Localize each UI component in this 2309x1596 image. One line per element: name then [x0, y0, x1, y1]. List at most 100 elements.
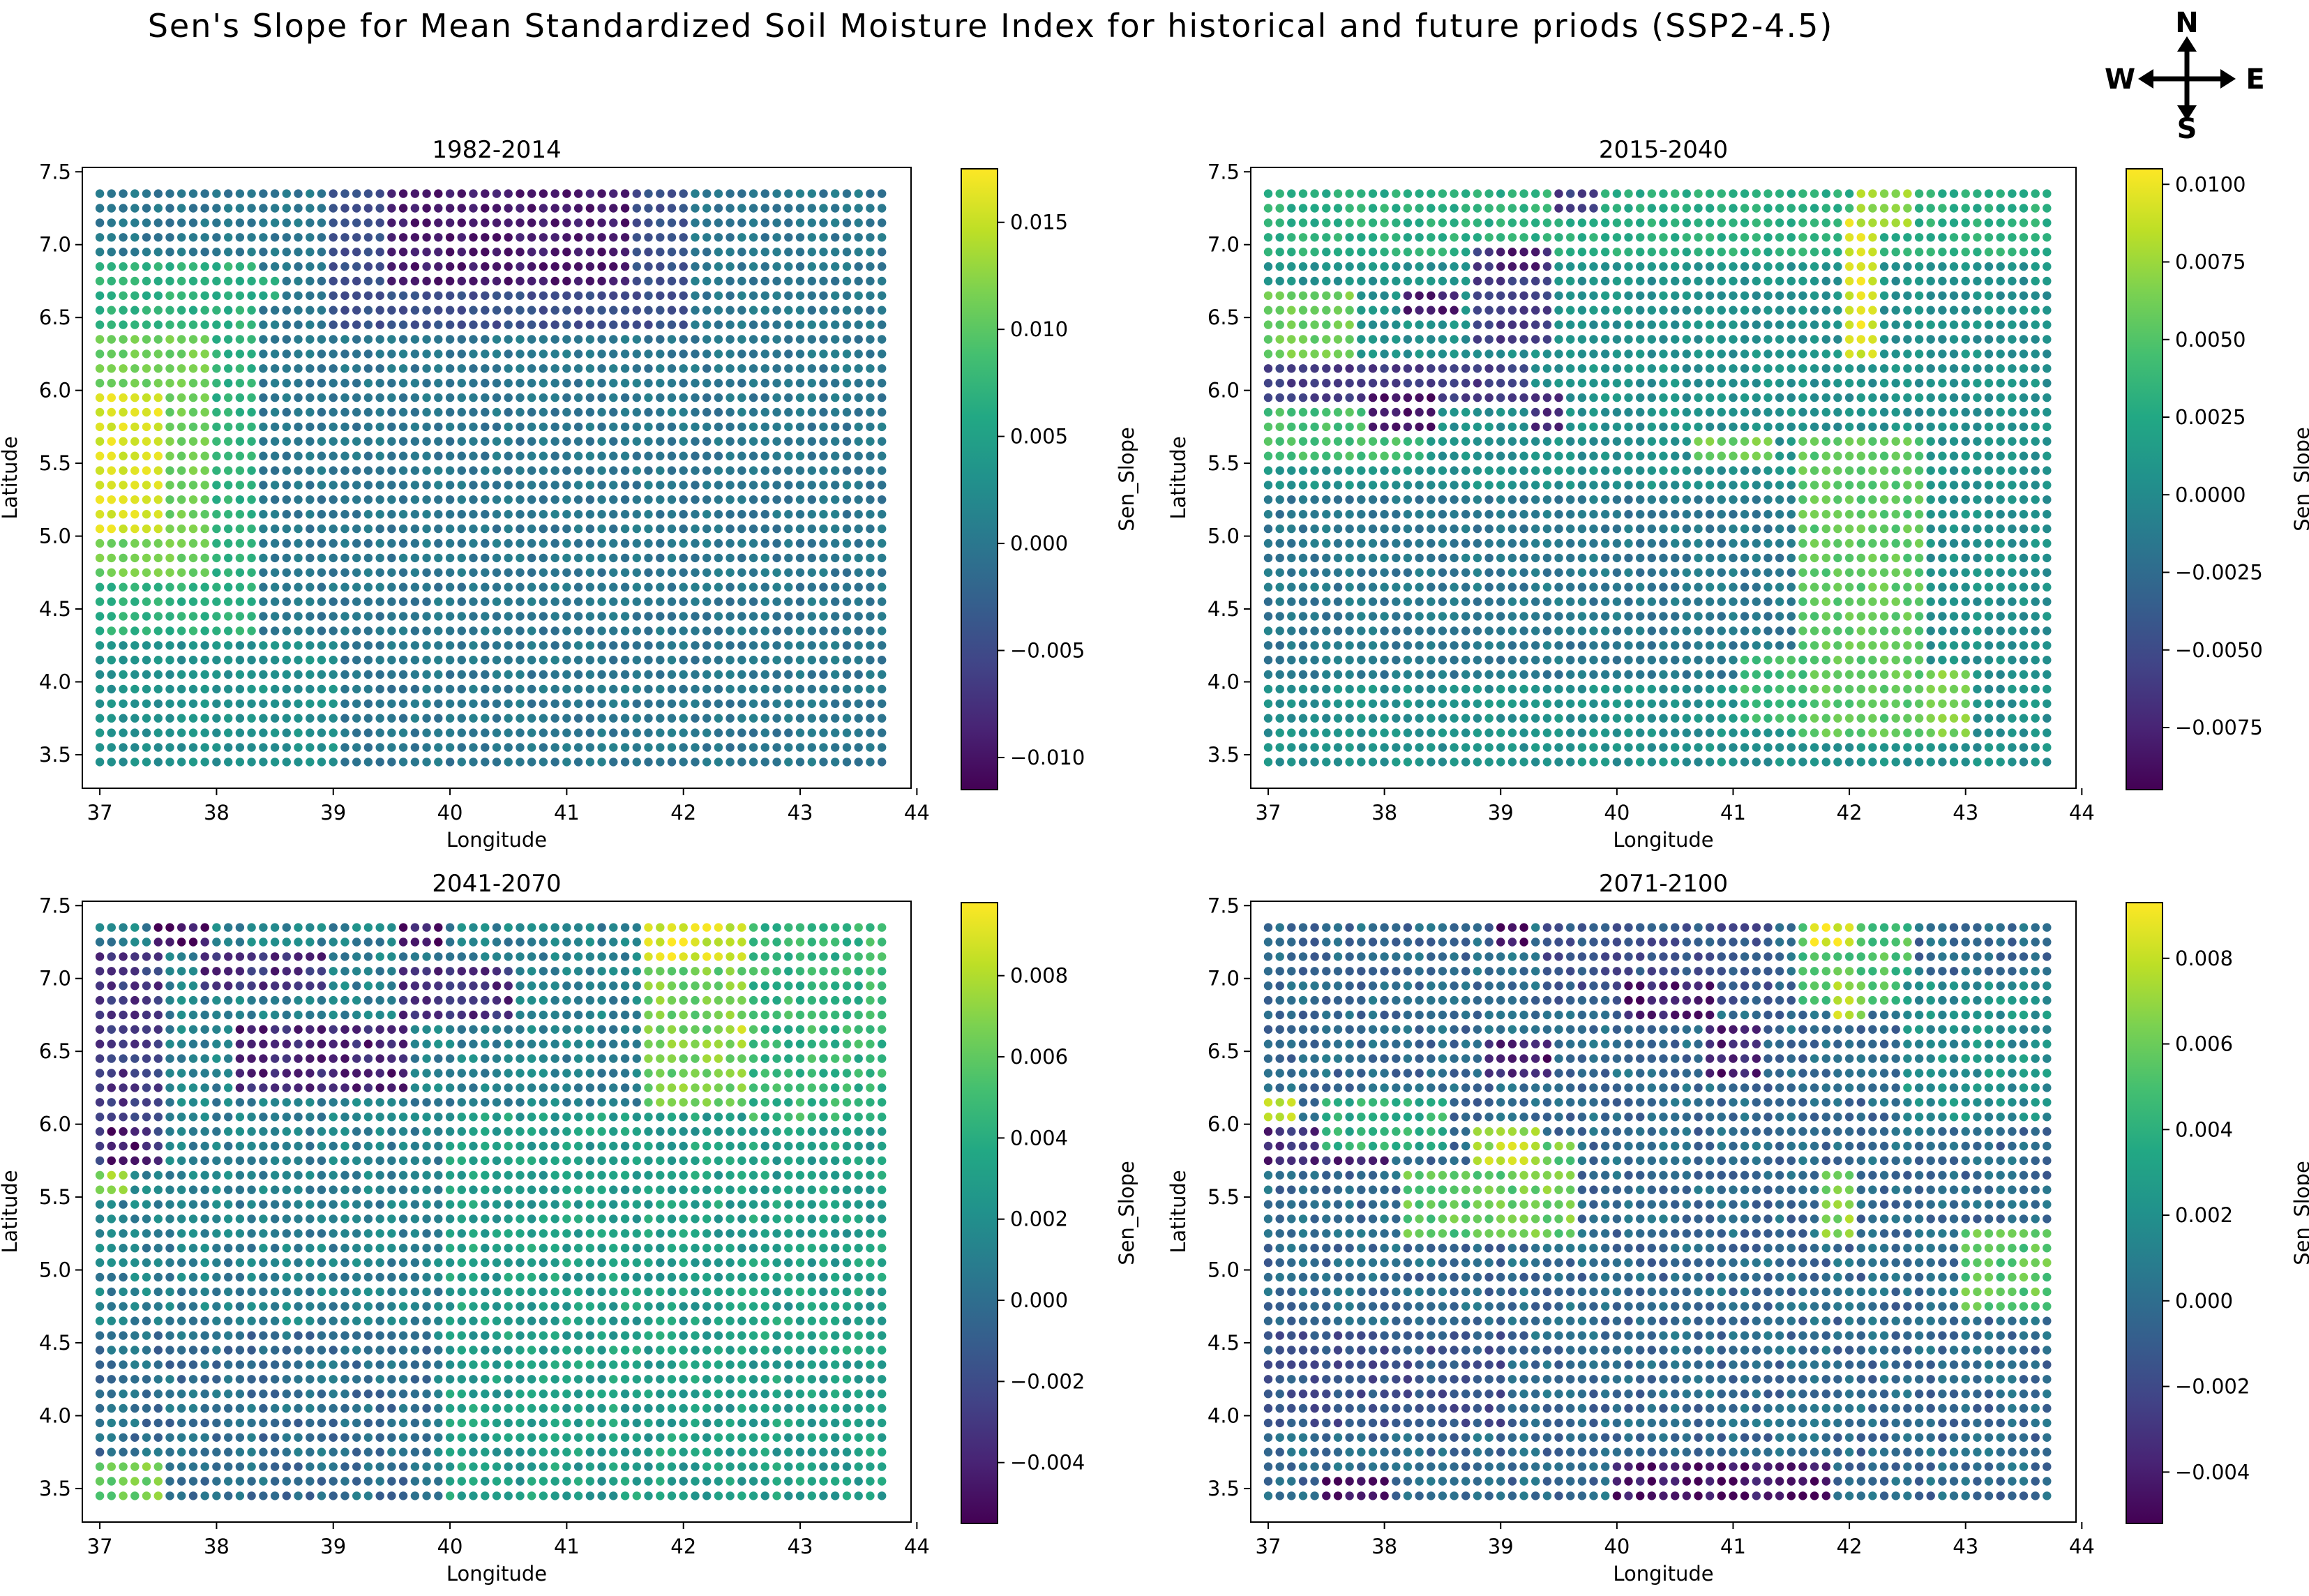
- data-point: [562, 641, 571, 650]
- data-point: [1926, 539, 1935, 548]
- data-point: [550, 684, 559, 694]
- data-point: [2043, 335, 2052, 344]
- data-point: [340, 510, 349, 519]
- data-point: [527, 364, 536, 373]
- data-point: [1298, 539, 1308, 548]
- data-point: [329, 524, 338, 534]
- data-point: [1333, 728, 1343, 737]
- data-point: [398, 364, 408, 373]
- data-point: [760, 335, 770, 344]
- data-point: [188, 364, 198, 373]
- data-point: [1322, 306, 1331, 315]
- data-point: [1914, 539, 1924, 548]
- data-point: [516, 306, 525, 315]
- data-point: [457, 612, 466, 621]
- data-point: [294, 728, 303, 737]
- data-point: [772, 291, 781, 300]
- data-point: [1484, 320, 1494, 329]
- data-point: [153, 714, 163, 723]
- data-point: [1392, 758, 1401, 767]
- data-point: [1310, 364, 1319, 373]
- data-point: [375, 728, 384, 737]
- data-point: [620, 306, 630, 315]
- data-point: [760, 641, 770, 650]
- data-point: [585, 437, 595, 446]
- data-point: [784, 437, 793, 446]
- data-point: [527, 728, 536, 737]
- data-point: [247, 335, 256, 344]
- data-point: [398, 582, 408, 592]
- data-point: [1775, 568, 1784, 577]
- data-point: [177, 218, 186, 227]
- data-point: [1671, 626, 1680, 635]
- data-point: [1996, 568, 2005, 577]
- data-point: [1636, 670, 1645, 679]
- data-point: [469, 495, 478, 504]
- data-point: [1287, 422, 1296, 432]
- data-point: [1263, 335, 1273, 344]
- data-point: [352, 582, 361, 592]
- data-point: [445, 728, 455, 737]
- data-point: [772, 379, 781, 388]
- data-point: [516, 276, 525, 286]
- data-point: [340, 306, 349, 315]
- data-point: [597, 407, 606, 417]
- data-point: [1392, 597, 1401, 606]
- data-point: [725, 582, 735, 592]
- data-point: [1740, 495, 1750, 504]
- data-point: [784, 656, 793, 665]
- data-point: [1554, 335, 1563, 344]
- data-point: [224, 422, 233, 432]
- data-point: [1263, 641, 1273, 650]
- data-point: [188, 758, 198, 767]
- data-point: [1427, 306, 1436, 315]
- data-point: [1856, 349, 1865, 359]
- data-point: [294, 626, 303, 635]
- data-point: [107, 379, 116, 388]
- data-point: [224, 495, 233, 504]
- data-point: [1392, 466, 1401, 475]
- data-point: [492, 262, 502, 271]
- data-point: [691, 218, 700, 227]
- data-point: [679, 466, 688, 475]
- data-point: [842, 597, 852, 606]
- data-point: [1287, 670, 1296, 679]
- data-point: [1682, 743, 1691, 752]
- data-point: [725, 641, 735, 650]
- data-point: [1879, 684, 1889, 694]
- data-point: [247, 276, 256, 286]
- data-point: [224, 437, 233, 446]
- data-point: [259, 670, 268, 679]
- data-point: [585, 233, 595, 242]
- data-point: [527, 422, 536, 432]
- data-point: [1507, 743, 1517, 752]
- data-point: [1740, 758, 1750, 767]
- data-point: [95, 582, 105, 592]
- data-point: [212, 684, 221, 694]
- data-point: [539, 262, 548, 271]
- data-point: [1612, 335, 1622, 344]
- data-point: [142, 349, 151, 359]
- data-point: [492, 597, 502, 606]
- data-point: [527, 335, 536, 344]
- data-point: [1392, 451, 1401, 460]
- data-point: [585, 684, 595, 694]
- data-point: [1868, 466, 1877, 475]
- data-point: [1844, 670, 1854, 679]
- data-point: [702, 451, 712, 460]
- data-point: [679, 758, 688, 767]
- data-point: [585, 626, 595, 635]
- data-point: [632, 670, 641, 679]
- data-point: [1612, 656, 1622, 665]
- data-point: [1438, 728, 1447, 737]
- data-point: [95, 481, 105, 490]
- data-point: [1787, 670, 1796, 679]
- data-point: [422, 407, 431, 417]
- data-point: [329, 422, 338, 432]
- data-point: [667, 539, 677, 548]
- data-point: [1891, 437, 1900, 446]
- data-point: [95, 553, 105, 563]
- data-point: [1891, 335, 1900, 344]
- data-point: [2031, 437, 2040, 446]
- data-point: [1821, 407, 1830, 417]
